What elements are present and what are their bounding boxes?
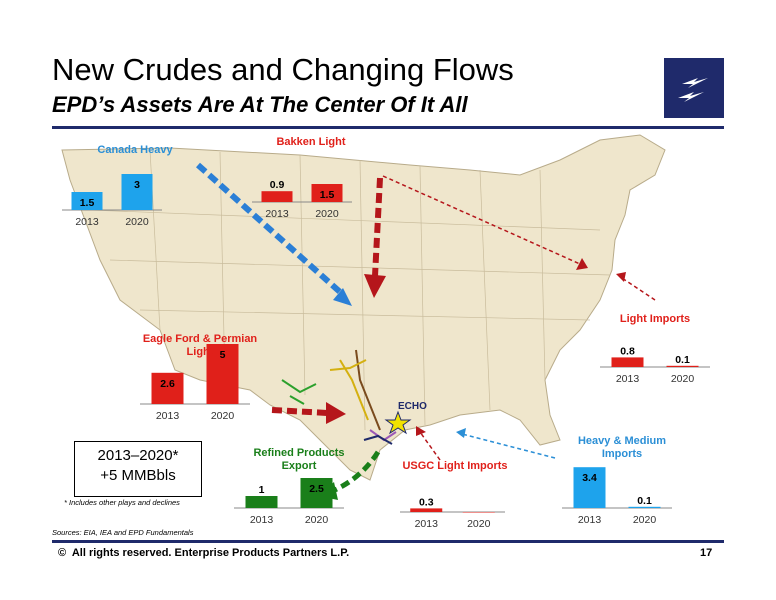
- refined-products-tick-label-2013: 2013: [250, 514, 274, 526]
- echo-label: ECHO: [398, 401, 427, 412]
- usgc-light-imports-bar-2020: [462, 512, 495, 513]
- eagle-ford-permian-bar-2020: [206, 344, 239, 404]
- eagle-ford-permian-bar-2013: [151, 372, 184, 404]
- light-imports-bar-2020: [666, 365, 699, 367]
- canada-heavy-arrowhead: [333, 288, 352, 306]
- heavy-imports-arrowhead: [456, 428, 466, 438]
- bakken-light-value-label-2020: 1.5: [320, 189, 335, 201]
- bakken-light-value-label-2013: 0.9: [270, 179, 285, 191]
- state-borders: [89, 149, 611, 431]
- slide-title: New Crudes and Changing Flows: [52, 52, 514, 87]
- eagle-ford-flow-arrow: [271, 407, 329, 416]
- heavy-medium-imports-bar-2020: [628, 506, 661, 508]
- echo-star-icon: [384, 410, 412, 435]
- company-logo: [664, 58, 724, 118]
- canada-heavy-value-label-2020: 3: [134, 179, 140, 191]
- eagle-ford-permian-chart-title: Eagle Ford & Permian Light: [142, 333, 258, 358]
- bakken-east-arrowhead: [576, 258, 588, 270]
- bakken-light-bar-2013: [261, 191, 293, 202]
- light-imports-chart-title: Light Imports: [619, 313, 691, 325]
- bakken-light-tick-label-2020: 2020: [315, 208, 339, 220]
- header-divider: [52, 126, 724, 129]
- heavy-medium-imports-chart-title: Heavy & Medium Imports: [577, 435, 667, 460]
- light-imports-value-label-2020: 0.1: [675, 354, 690, 366]
- bakken-light-chart-title: Bakken Light: [276, 136, 346, 148]
- canada-heavy-tick-label-2013: 2013: [75, 216, 99, 228]
- bakken-flow-arrow: [372, 177, 383, 277]
- footnote: * Includes other plays and declines: [64, 498, 180, 507]
- usgc-light-imports-tick-label-2020: 2020: [467, 518, 491, 530]
- refined-products-bar-2013: [245, 496, 278, 508]
- bakken-light-bar-2020: [311, 184, 343, 202]
- heavy-imports-flow-arrow: [461, 433, 556, 459]
- eagle-ford-permian-tick-label-2013: 2013: [156, 410, 180, 422]
- slide-subtitle: EPD’s Assets Are At The Center Of It All: [52, 92, 468, 117]
- canada-heavy-chart-title: Canada Heavy: [97, 144, 173, 156]
- bakken-light-tick-label-2013: 2013: [265, 208, 289, 220]
- refined-products-value-label-2020: 2.5: [309, 483, 324, 495]
- usgc-light-imports-tick-label-2013: 2013: [415, 518, 439, 530]
- bakken-arrowhead: [364, 274, 386, 298]
- light-imports-bar-2013: [611, 357, 644, 367]
- canada-heavy-bar-2013: [71, 192, 103, 210]
- usgc-imports-arrowhead: [416, 426, 426, 436]
- refined-products-tick-label-2020: 2020: [305, 514, 329, 526]
- light-imports-arrowhead: [616, 272, 626, 282]
- heavy-medium-imports-value-label-2020: 0.1: [637, 495, 652, 507]
- usgc-light-imports-bar-2013: [410, 508, 443, 512]
- eagle-ford-permian-tick-label-2020: 2020: [211, 410, 235, 422]
- summary-box: 2013–2020* +5 MMBbls: [74, 441, 202, 497]
- usgc-light-imports-value-label-2013: 0.3: [419, 496, 434, 508]
- canada-heavy-tick-label-2020: 2020: [125, 216, 149, 228]
- canada-heavy-bar-2020: [121, 174, 153, 210]
- canada-heavy-value-label-2013: 1.5: [80, 197, 95, 209]
- copyright-icon: ©: [58, 547, 67, 559]
- eagle-ford-permian-value-label-2013: 2.6: [160, 378, 175, 390]
- pipeline-network: [281, 349, 397, 445]
- lightning-logo-icon: [678, 78, 708, 102]
- eagle-ford-arrowhead: [326, 402, 346, 424]
- summary-volume: +5 MMBbls: [100, 467, 176, 484]
- footer-copyright: © All rights reserved. Enterprise Produc…: [58, 547, 349, 559]
- sources-note: Sources: EIA, IEA and EPD Fundamentals: [52, 528, 194, 537]
- copyright-text: All rights reserved. Enterprise Products…: [71, 547, 350, 559]
- light-imports-tick-label-2013: 2013: [616, 373, 640, 385]
- heavy-medium-imports-tick-label-2020: 2020: [633, 514, 657, 526]
- light-imports-value-label-2013: 0.8: [620, 345, 635, 357]
- usgc-imports-flow-arrow: [419, 431, 441, 461]
- usgc-light-imports-chart-title: USGC Light Imports: [402, 460, 508, 472]
- refined-products-chart-title: Refined Products Export: [253, 447, 345, 472]
- page-number: 17: [700, 547, 713, 559]
- refined-products-value-label-2013: 1: [259, 484, 265, 496]
- summary-period: 2013–2020*: [97, 447, 179, 464]
- bakken-east-flow-arrow: [382, 175, 581, 265]
- canada-heavy-flow-arrow: [196, 162, 342, 295]
- heavy-medium-imports-bar-2013: [573, 467, 606, 508]
- heavy-medium-imports-tick-label-2013: 2013: [578, 514, 602, 526]
- us-landmass: [61, 134, 666, 481]
- refined-products-bar-2020: [300, 478, 333, 508]
- eagle-ford-permian-value-label-2020: 5: [220, 349, 226, 361]
- light-imports-tick-label-2020: 2020: [671, 373, 695, 385]
- heavy-medium-imports-value-label-2013: 3.4: [582, 472, 597, 484]
- footer-divider: [52, 540, 724, 543]
